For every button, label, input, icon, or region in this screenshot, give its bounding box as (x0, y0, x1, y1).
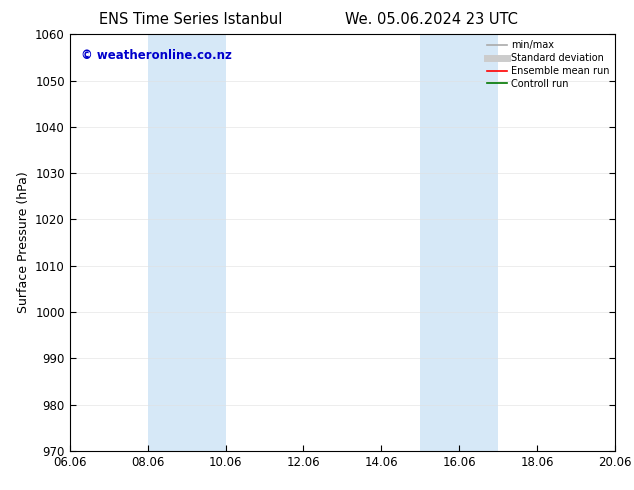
Bar (148, 34, 226, 451)
Legend: min/max, Standard deviation, Ensemble mean run, Controll run: min/max, Standard deviation, Ensemble me… (483, 36, 613, 93)
Text: ENS Time Series Istanbul: ENS Time Series Istanbul (98, 12, 282, 27)
Y-axis label: Surface Pressure (hPa): Surface Pressure (hPa) (16, 172, 30, 314)
Bar (420, 34, 498, 451)
Text: We. 05.06.2024 23 UTC: We. 05.06.2024 23 UTC (345, 12, 517, 27)
Text: © weatheronline.co.nz: © weatheronline.co.nz (81, 49, 231, 62)
